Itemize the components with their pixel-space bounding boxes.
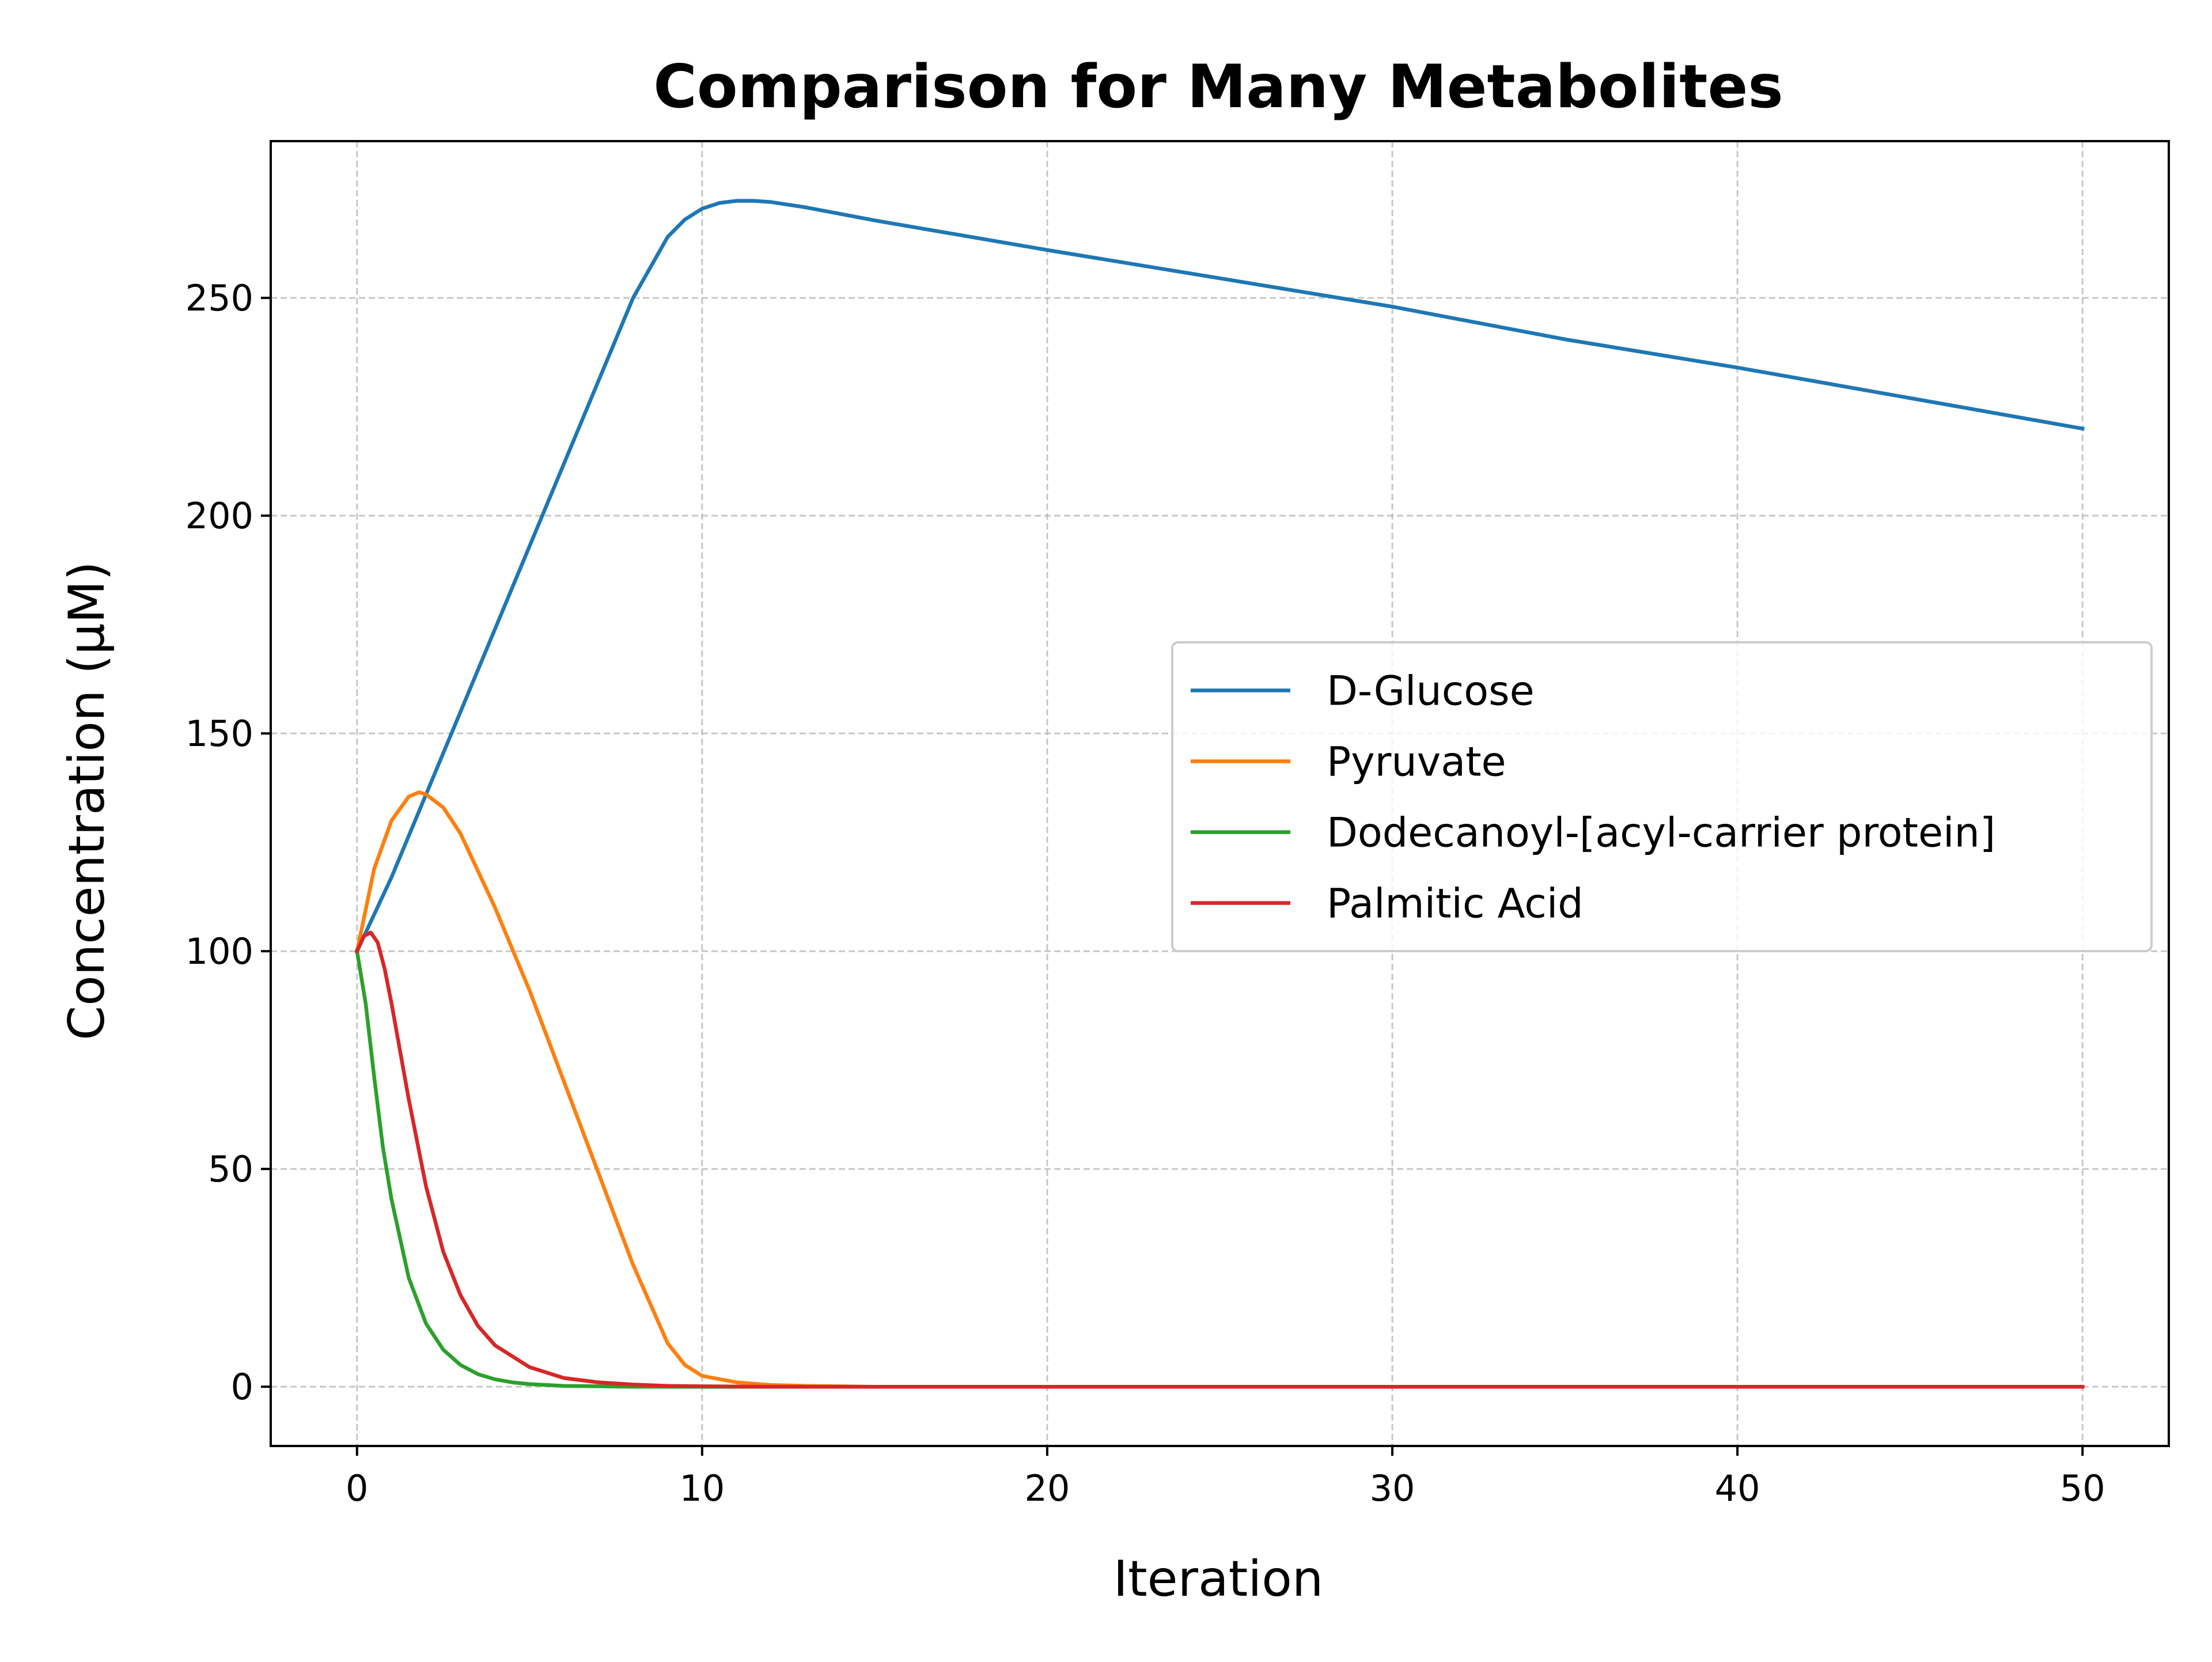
y-tick-label: 0 [231,1366,253,1408]
legend-label: Pyruvate [1327,739,1506,786]
y-axis-label: Concentration (μM) [58,561,116,1040]
y-tick-label: 250 [185,277,253,319]
series-line [354,199,2085,954]
x-tick-label: 40 [1715,1467,1760,1509]
x-axis-ticks: 0 10 20 30 40 50 [346,1446,2105,1509]
y-tick-label: 200 [185,495,253,537]
plot-area-frame [270,140,2170,1447]
legend-box [1171,641,2153,952]
series-line [354,930,2085,1389]
legend: D-Glucose Pyruvate Dodecanoyl-[acyl-carrie… [1171,641,2153,952]
y-axis-ticks: 0 50 100 150 200 250 [185,277,271,1408]
x-tick-label: 20 [1025,1467,1070,1509]
x-tick-label: 10 [679,1467,725,1509]
y-tick-label: 50 [208,1148,253,1190]
y-tick-label: 100 [185,930,253,972]
legend-label: Dodecanoyl-[acyl-carrier protein] [1327,809,1995,857]
legend-label: D-Glucose [1327,668,1535,715]
x-tick-label: 0 [346,1467,368,1509]
chart-title: Comparison for Many Metabolites [653,52,1783,122]
plot-lines [354,199,2085,1389]
x-axis-label: Iteration [1113,1550,1324,1608]
legend-label: Palmitic Acid [1327,880,1584,927]
x-tick-label: 30 [1370,1467,1415,1509]
x-tick-label: 50 [2060,1467,2105,1509]
y-tick-label: 150 [185,713,253,755]
